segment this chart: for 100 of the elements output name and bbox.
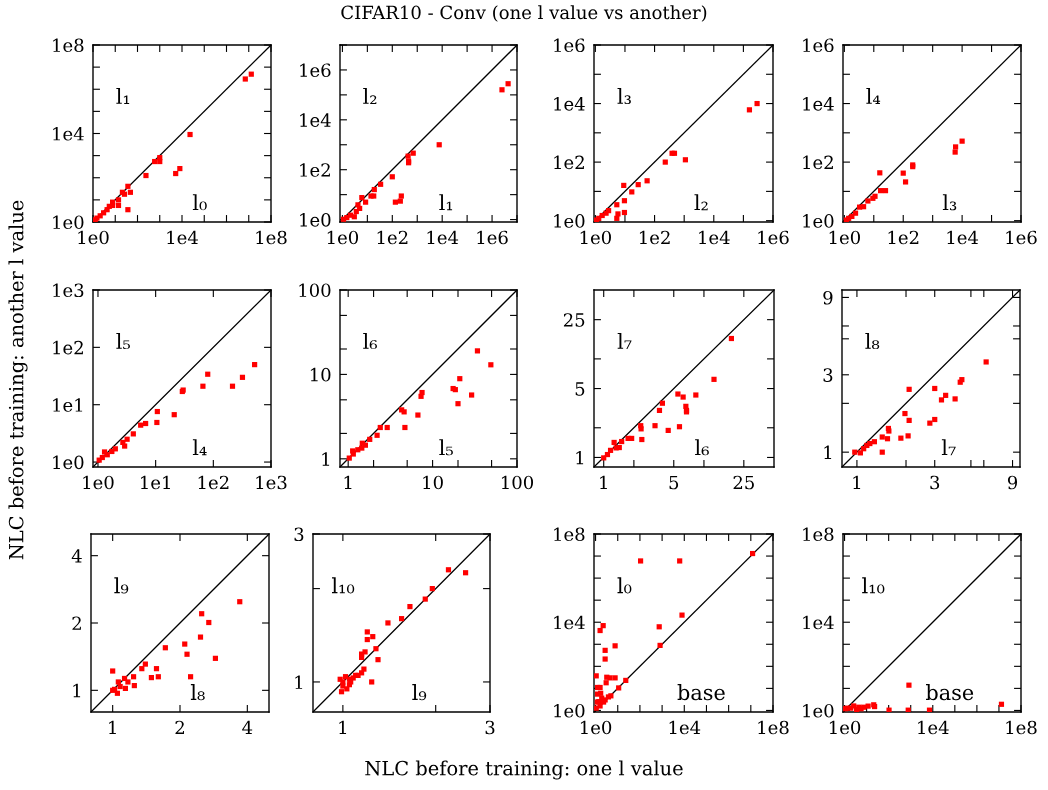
x-tick-label: 9 xyxy=(1007,475,1018,490)
x-tick-label: 25 xyxy=(733,475,754,490)
y-tick-label: 1e2 xyxy=(803,155,833,170)
y-tick-label: 1e4 xyxy=(554,97,585,111)
x-axis-title: l₂ xyxy=(694,194,708,211)
y-tick-label: 1e4 xyxy=(803,615,834,630)
y-tick-label: 1e6 xyxy=(300,63,331,78)
y-axis-title: l₅ xyxy=(116,333,130,350)
x-axis-title: base xyxy=(677,684,725,701)
x-axis-title: l₅ xyxy=(439,439,453,456)
y-tick-label: 1 xyxy=(322,452,330,466)
x-tick-label: 3 xyxy=(485,720,495,735)
y-axis-title: l₆ xyxy=(363,333,377,350)
x-tick-label: 1e0 xyxy=(83,475,114,490)
y-tick-label: 1e2 xyxy=(554,155,584,170)
x-tick-label: 1e8 xyxy=(1006,720,1037,735)
text: NLC before training: one l value xyxy=(365,760,683,780)
y-axis-title: l₈ xyxy=(865,333,880,350)
x-tick-label: 1e2 xyxy=(377,230,408,245)
x-tick-label: 1e4 xyxy=(918,720,949,735)
x-tick-label: 1e4 xyxy=(669,720,701,735)
y-axis-title: l₁₀ xyxy=(332,577,355,594)
y-tick-label: 2 xyxy=(72,616,81,630)
y-axis-title: l₀ xyxy=(617,577,632,594)
x-axis-title: l₄ xyxy=(192,439,207,456)
x-tick-label: 1e2 xyxy=(198,475,229,490)
x-axis-title: base xyxy=(926,684,974,701)
y-axis-title: l₁ xyxy=(116,88,130,104)
x-tick-label: 100 xyxy=(501,475,534,490)
y-tick-label: 3 xyxy=(294,527,304,542)
y-tick-label: 1e0 xyxy=(53,455,84,470)
x-axis-title: l₇ xyxy=(941,439,956,456)
y-tick-label: 1e0 xyxy=(53,215,84,230)
y-tick-label: 1e8 xyxy=(554,527,585,542)
x-tick-label: 1e6 xyxy=(477,230,508,245)
x-tick-label: 1 xyxy=(600,475,607,490)
y-tick-label: 1e0 xyxy=(554,703,585,718)
y-tick-label: 1e8 xyxy=(53,38,84,53)
y-tick-label: 1e0 xyxy=(300,213,331,227)
y-tick-label: 1e2 xyxy=(300,163,330,177)
x-axis-title: l₉ xyxy=(412,684,427,701)
y-tick-label: 1 xyxy=(295,675,303,689)
y-tick-label: 1e0 xyxy=(803,214,834,228)
y-tick-label: 5 xyxy=(575,382,585,396)
y-tick-label: 1e6 xyxy=(803,38,834,53)
y-tick-label: 9 xyxy=(823,290,833,305)
text: NLC before training: another l value xyxy=(8,200,28,560)
y-axis-title: l₉ xyxy=(114,577,129,594)
x-tick-label: 1e3 xyxy=(256,475,287,490)
text: CIFAR10 - Conv (one l value vs another) xyxy=(341,5,707,22)
x-tick-label: 10 xyxy=(423,475,443,490)
x-tick-label: 4 xyxy=(242,720,253,735)
y-tick-label: 1e2 xyxy=(53,340,83,355)
x-tick-label: 1e0 xyxy=(327,230,359,245)
x-tick-label: 1e4 xyxy=(427,230,459,245)
x-tick-label: 1e2 xyxy=(639,230,670,245)
y-tick-label: 1e8 xyxy=(803,527,834,542)
x-tick-label: 2 xyxy=(175,720,184,735)
x-axis-title: l₆ xyxy=(695,439,709,456)
x-tick-label: 1 xyxy=(339,720,347,735)
y-tick-label: 1e3 xyxy=(53,283,84,298)
y-axis-title: l₄ xyxy=(866,88,881,104)
y-axis-title: l₇ xyxy=(617,333,632,349)
x-tick-label: 1 xyxy=(344,475,352,490)
y-tick-label: 1e4 xyxy=(300,113,331,127)
x-axis-title: l₃ xyxy=(942,194,957,211)
y-tick-label: 1e6 xyxy=(554,38,585,53)
y-tick-label: 1 xyxy=(576,450,584,465)
y-axis-title: l₃ xyxy=(617,88,631,105)
y-tick-label: 1e4 xyxy=(53,126,84,141)
y-tick-label: 25 xyxy=(563,313,585,327)
x-tick-label: 1e4 xyxy=(947,230,979,245)
y-tick-label: 1 xyxy=(824,445,832,460)
x-tick-label: 5 xyxy=(669,475,679,490)
x-tick-label: 1e8 xyxy=(758,720,789,735)
x-tick-label: 1 xyxy=(109,720,116,735)
x-tick-label: 1e4 xyxy=(167,230,198,245)
x-tick-label: 1 xyxy=(853,475,861,490)
y-tick-label: 1e4 xyxy=(554,615,585,630)
y-tick-label: 1e0 xyxy=(554,214,585,228)
x-tick-label: 1e8 xyxy=(256,230,287,245)
y-tick-label: 3 xyxy=(823,368,833,382)
x-tick-label: 1e1 xyxy=(141,475,170,490)
y-tick-label: 10 xyxy=(310,367,331,382)
x-tick-label: 1e4 xyxy=(699,230,730,245)
y-axis-title: l₂ xyxy=(363,88,377,104)
x-tick-label: 1e6 xyxy=(758,230,789,245)
x-tick-label: 3 xyxy=(930,475,940,490)
x-tick-label: 1e6 xyxy=(1006,230,1037,245)
x-tick-label: 1e2 xyxy=(888,230,919,245)
y-tick-label: 1 xyxy=(73,683,81,698)
y-tick-label: 1e0 xyxy=(803,703,834,718)
y-tick-label: 100 xyxy=(299,283,331,298)
y-axis-title: l₁₀ xyxy=(862,577,885,594)
y-tick-label: 1e4 xyxy=(803,97,834,111)
y-tick-label: 1e1 xyxy=(53,398,83,412)
x-axis-title: l₈ xyxy=(190,684,205,701)
x-axis-title: l₁ xyxy=(439,194,453,211)
x-axis-title: l₀ xyxy=(192,194,207,211)
y-tick-label: 4 xyxy=(71,549,82,563)
